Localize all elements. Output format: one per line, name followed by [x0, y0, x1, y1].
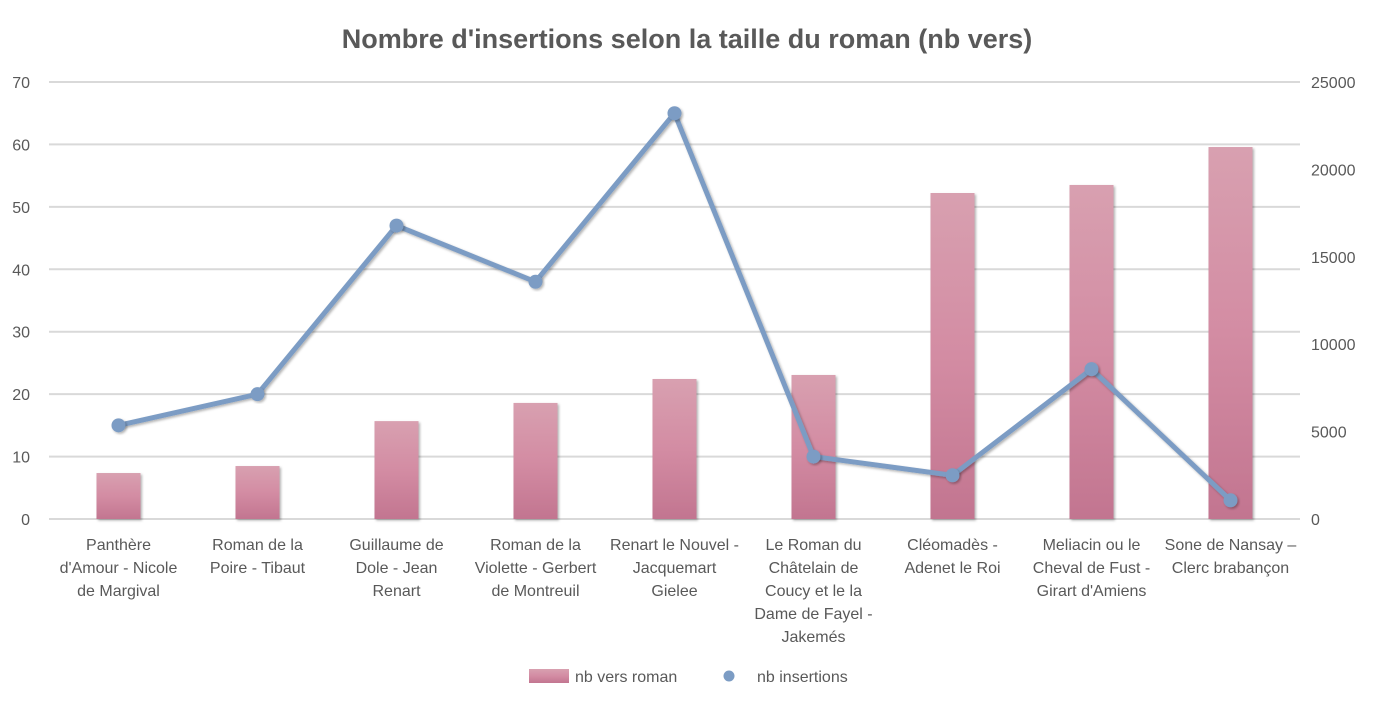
- category-label: Jakemés: [781, 629, 845, 646]
- legend-swatch-bar: [529, 669, 569, 683]
- bar: [791, 374, 836, 519]
- bar: [1208, 147, 1253, 519]
- category-label: Dame de Fayel -: [754, 606, 872, 623]
- left-axis-tick-label: 40: [12, 262, 30, 279]
- line-point: [667, 106, 682, 121]
- bar: [652, 378, 697, 519]
- category-label: Adenet le Roi: [904, 560, 1000, 577]
- right-axis-tick-label: 5000: [1311, 425, 1347, 442]
- category-label: Meliacin ou le: [1043, 537, 1141, 554]
- line-point: [389, 218, 404, 233]
- category-label: Dole - Jean: [356, 560, 438, 577]
- category-label: Sone de Nansay –: [1165, 537, 1297, 554]
- right-axis-tick-label: 0: [1311, 512, 1320, 529]
- left-axis-tick-label: 20: [12, 387, 30, 404]
- category-label: de Margival: [77, 583, 160, 600]
- category-label: Girart d'Amiens: [1037, 583, 1147, 600]
- right-axis-tick-label: 15000: [1311, 250, 1356, 267]
- bar: [513, 402, 558, 519]
- bar: [374, 421, 419, 519]
- left-axis-tick-label: 70: [12, 75, 30, 92]
- category-label: Poire - Tibaut: [210, 560, 306, 577]
- category-label: Guillaume de: [349, 537, 443, 554]
- chart-title: Nombre d'insertions selon la taille du r…: [342, 24, 1033, 54]
- category-label: Clerc brabançon: [1172, 560, 1289, 577]
- category-label: Renart le Nouvel -: [610, 537, 739, 554]
- category-label: Cléomadès -: [907, 537, 998, 554]
- legend-swatch-marker: [723, 670, 735, 682]
- line-point: [250, 387, 265, 402]
- left-axis-tick-label: 0: [21, 512, 30, 529]
- left-axis-tick-label: 30: [12, 325, 30, 342]
- left-axis-tick-label: 10: [12, 450, 30, 467]
- category-label: Jacquemart: [633, 560, 717, 577]
- legend-label-line: nb insertions: [757, 669, 848, 686]
- category-label: Roman de la: [490, 537, 581, 554]
- category-label: Violette - Gerbert: [475, 560, 597, 577]
- category-label: Cheval de Fust -: [1033, 560, 1150, 577]
- bar: [96, 473, 141, 519]
- left-axis-tick-label: 50: [12, 200, 30, 217]
- line-point: [528, 274, 543, 289]
- left-axis-tick-label: 60: [12, 137, 30, 154]
- category-label: de Montreuil: [491, 583, 579, 600]
- right-axis-tick-label: 10000: [1311, 337, 1356, 354]
- category-label: d'Amour - Nicole: [60, 560, 178, 577]
- category-label: Panthère: [86, 537, 151, 554]
- legend: nb vers roman nb insertions: [529, 669, 848, 686]
- line-point: [806, 449, 821, 464]
- bar: [1069, 184, 1114, 519]
- line-point: [1084, 362, 1099, 377]
- category-label: Roman de la: [212, 537, 303, 554]
- category-label: Gielee: [651, 583, 697, 600]
- category-label: Le Roman du: [765, 537, 861, 554]
- legend-label-bar: nb vers roman: [575, 669, 677, 686]
- line-point: [111, 418, 126, 433]
- category-label: Coucy et le la: [765, 583, 862, 600]
- bar: [235, 466, 280, 519]
- line-point: [945, 468, 960, 483]
- right-axis-tick-label: 25000: [1311, 75, 1356, 92]
- right-axis-tick-label: 20000: [1311, 162, 1356, 179]
- line-point: [1223, 493, 1238, 508]
- category-label: Châtelain de: [769, 560, 859, 577]
- category-label: Renart: [372, 583, 421, 600]
